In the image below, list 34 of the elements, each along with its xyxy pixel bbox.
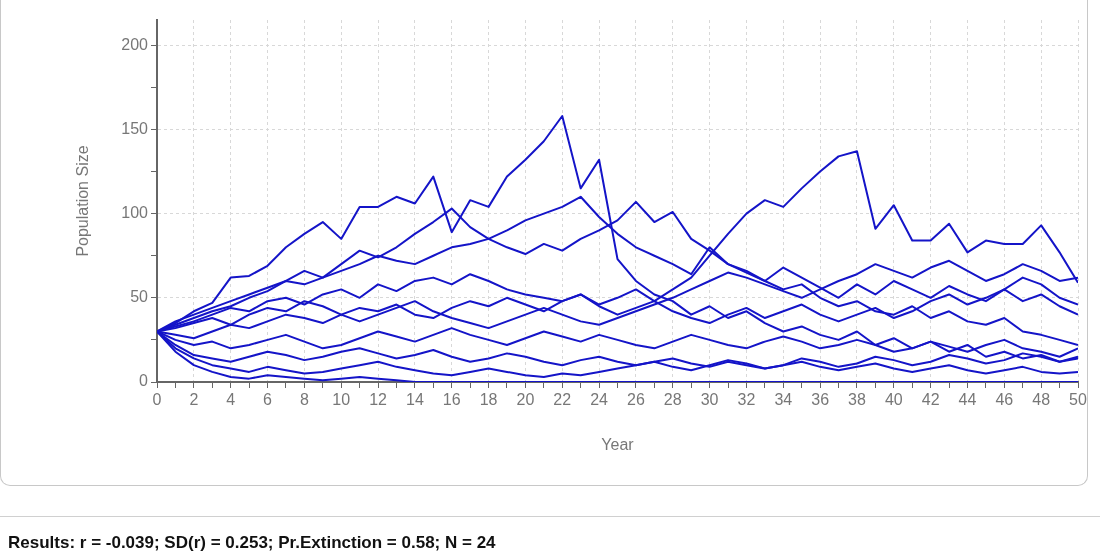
- x-tick-label: 32: [737, 391, 756, 409]
- x-tick-label: 8: [299, 391, 309, 409]
- x-tick-label: 18: [479, 391, 498, 409]
- x-tick-label: 24: [590, 391, 609, 409]
- x-tick-label: 12: [369, 391, 388, 409]
- x-tick-label: 36: [811, 391, 830, 409]
- x-axis-title: Year: [601, 435, 635, 453]
- x-tick-label: 46: [995, 391, 1014, 409]
- y-tick-label: 200: [121, 35, 149, 53]
- x-tick-label: 44: [958, 391, 977, 409]
- x-tick-label: 42: [921, 391, 940, 409]
- y-tick-label: 150: [121, 119, 149, 137]
- x-tick-label: 48: [1032, 391, 1051, 409]
- x-tick-label: 50: [1069, 391, 1087, 409]
- x-tick-label: 16: [442, 391, 461, 409]
- x-tick-label: 4: [226, 391, 236, 409]
- x-tick-label: 28: [663, 391, 682, 409]
- x-tick-label: 34: [774, 391, 793, 409]
- x-tick-label: 38: [848, 391, 866, 409]
- x-tick-label: 26: [627, 391, 645, 409]
- x-tick-label: 2: [189, 391, 199, 409]
- y-axis-title: Population Size: [74, 145, 92, 257]
- text: Results: r = -0.039; SD(r) = 0.253; Pr.Extinction = 0.58; N = 24: [8, 533, 496, 553]
- y-tick-label: 50: [130, 288, 149, 306]
- x-tick-label: 22: [553, 391, 572, 409]
- x-tick-label: 30: [700, 391, 719, 409]
- y-tick-label: 100: [121, 204, 149, 222]
- x-tick-label: 10: [332, 391, 351, 409]
- y-tick-label: 0: [139, 372, 149, 390]
- x-tick-label: 0: [152, 391, 162, 409]
- x-tick-label: 40: [884, 391, 903, 409]
- x-tick-label: 20: [516, 391, 535, 409]
- x-tick-label: 14: [405, 391, 424, 409]
- x-tick-label: 6: [263, 391, 273, 409]
